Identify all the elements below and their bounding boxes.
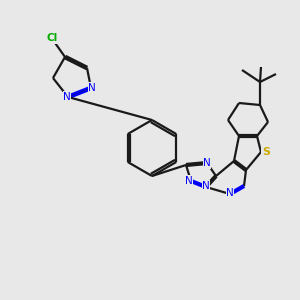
Text: N: N: [202, 181, 210, 191]
Text: N: N: [185, 176, 193, 186]
Text: S: S: [262, 147, 270, 157]
Text: N: N: [88, 83, 96, 93]
Text: N: N: [203, 158, 211, 168]
Text: N: N: [63, 92, 71, 102]
Text: N: N: [226, 188, 234, 198]
Text: Cl: Cl: [46, 33, 58, 43]
